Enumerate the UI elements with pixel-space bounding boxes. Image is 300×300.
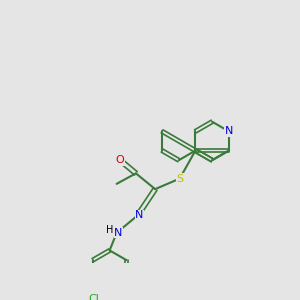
Text: N: N xyxy=(114,228,123,238)
Text: N: N xyxy=(225,126,233,136)
Text: O: O xyxy=(116,155,124,165)
Text: N: N xyxy=(135,210,144,220)
Text: H: H xyxy=(106,225,113,235)
Text: Cl: Cl xyxy=(88,294,99,300)
Text: S: S xyxy=(176,174,183,184)
